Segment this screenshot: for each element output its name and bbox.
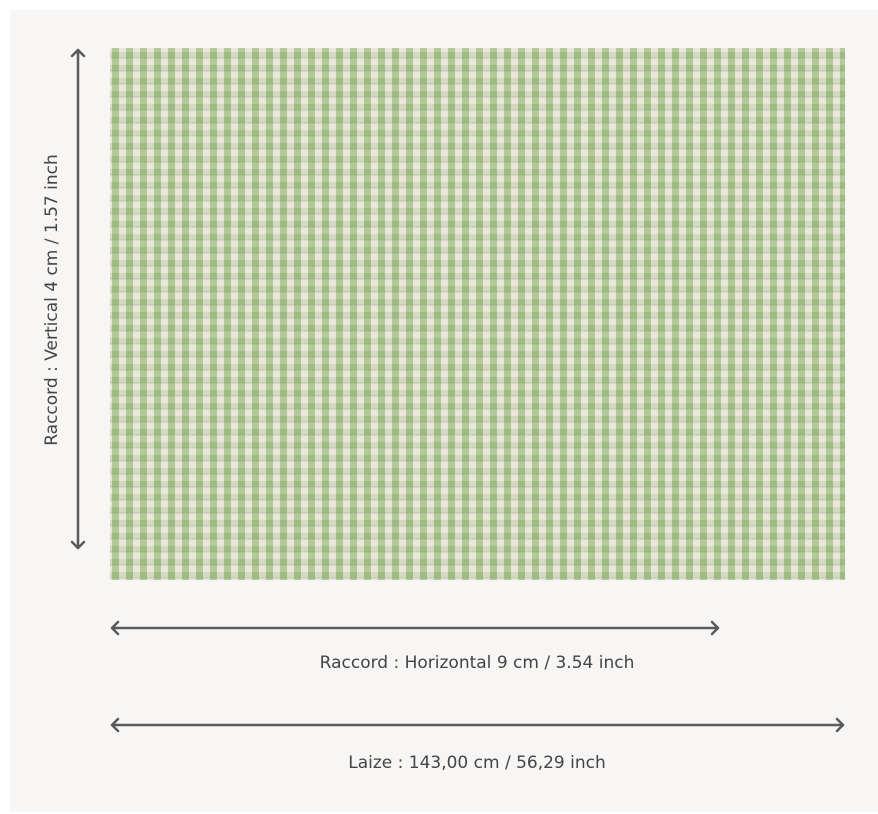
vertical-repeat-label: Raccord : Vertical 4 cm / 1.57 inch [42, 154, 62, 446]
width-label: Laize : 143,00 cm / 56,29 inch [348, 753, 606, 773]
width-arrow [110, 717, 845, 733]
vertical-arrow [70, 48, 86, 550]
fabric-swatch [110, 48, 845, 580]
horizontal-repeat-label: Raccord : Horizontal 9 cm / 3.54 inch [320, 653, 635, 673]
horizontal-arrow [110, 620, 720, 636]
